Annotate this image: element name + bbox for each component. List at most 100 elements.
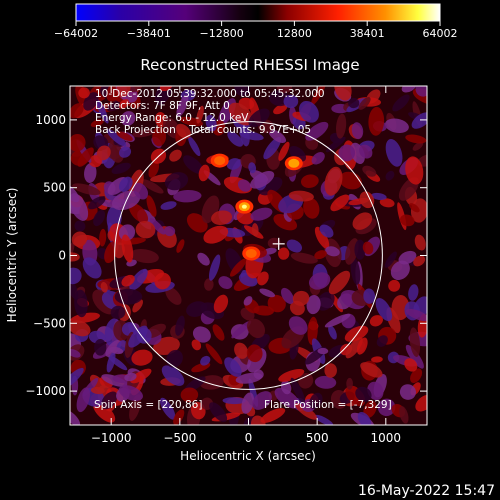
heatmap-cell bbox=[248, 162, 257, 174]
heatmap-cell bbox=[192, 326, 211, 343]
heatmap-cell bbox=[368, 106, 385, 136]
heatmap-cell bbox=[76, 387, 91, 413]
annotation-flare-position: Flare Position = [-7,329] bbox=[264, 399, 392, 411]
heatmap-cell bbox=[345, 337, 363, 359]
heatmap-cell bbox=[226, 158, 241, 170]
heatmap-cell bbox=[405, 134, 427, 144]
heatmap-cell bbox=[164, 172, 189, 191]
heatmap-cell bbox=[227, 131, 244, 147]
colorbar bbox=[75, 3, 441, 22]
heatmap-cell bbox=[74, 289, 88, 318]
heatmap-cell bbox=[243, 296, 253, 306]
heatmap-cell bbox=[399, 406, 409, 424]
x-tick-label: −1000 bbox=[91, 431, 132, 445]
heatmap-cell bbox=[409, 327, 421, 357]
heatmap-cell bbox=[379, 198, 395, 208]
heatmap-cell bbox=[350, 257, 361, 285]
heatmap-cell bbox=[116, 86, 131, 98]
heatmap-cell bbox=[307, 316, 318, 346]
heatmap-cell bbox=[70, 252, 80, 262]
heatmap-cell bbox=[148, 161, 160, 178]
heatmap-cell bbox=[385, 170, 395, 181]
heatmap-cell bbox=[176, 239, 185, 253]
heatmap-cell bbox=[330, 194, 350, 212]
heatmap-cell bbox=[405, 156, 424, 185]
heatmap-cell bbox=[204, 278, 214, 291]
heatmap-cell bbox=[346, 377, 353, 390]
heatmap-cell bbox=[173, 409, 185, 425]
heatmap-cell bbox=[100, 281, 108, 293]
heatmap-cell bbox=[96, 99, 109, 124]
heatmap-cell bbox=[405, 308, 427, 322]
heatmap-cell bbox=[288, 316, 308, 335]
chart-title: Reconstructed RHESSI Image bbox=[140, 56, 359, 74]
axes: −1000 −500 0 500 1000 −1000 −500 0 500 1000 bbox=[25, 86, 427, 445]
heatmap-cell bbox=[352, 212, 373, 230]
heatmap-cell bbox=[324, 363, 337, 378]
heatmap-cell bbox=[334, 86, 352, 101]
heatmap-cell bbox=[314, 250, 327, 260]
heatmap-cell bbox=[82, 257, 102, 279]
heatmap-cell bbox=[316, 291, 335, 311]
heatmap-cell bbox=[70, 278, 79, 300]
x-tick-label: 0 bbox=[245, 431, 253, 445]
heatmap-cell bbox=[173, 189, 202, 203]
heatmap-cell bbox=[324, 166, 343, 196]
heatmap-cell bbox=[391, 295, 410, 321]
heatmap-cell bbox=[183, 155, 204, 174]
heatmap-cell bbox=[317, 347, 329, 355]
heatmap-cell bbox=[278, 141, 290, 161]
heatmap-cell bbox=[301, 174, 319, 188]
peak-source-core bbox=[214, 156, 226, 166]
heatmap-cell bbox=[121, 274, 135, 287]
heatmap-cell bbox=[415, 86, 427, 97]
heatmap-cell bbox=[165, 287, 182, 305]
heatmap-cell bbox=[188, 136, 201, 157]
heatmap-cell bbox=[130, 248, 159, 264]
heatmap-cell bbox=[411, 112, 427, 129]
heatmap-cell bbox=[267, 237, 281, 249]
heatmap-cell bbox=[121, 321, 137, 336]
heatmap-cell bbox=[133, 182, 149, 200]
heatmap-cell bbox=[257, 271, 269, 286]
heatmap-cell bbox=[116, 131, 133, 141]
heatmap-cell bbox=[110, 305, 126, 320]
heatmap-cell bbox=[281, 287, 294, 304]
annotation-energy-range: Energy Range: 6.0 - 12.0 keV bbox=[95, 112, 249, 124]
heatmap-cell bbox=[99, 228, 107, 247]
heatmap-cell bbox=[90, 386, 105, 395]
heatmap-cell bbox=[128, 203, 149, 224]
heatmap-cell bbox=[319, 224, 334, 238]
heatmap-cell bbox=[70, 267, 82, 285]
heatmap-cell bbox=[205, 114, 217, 132]
colorbar-tick-label: −12800 bbox=[199, 27, 243, 40]
heatmap-cell bbox=[118, 385, 143, 401]
heatmap-cell bbox=[311, 152, 325, 165]
heatmap-cell bbox=[213, 294, 229, 314]
heatmap-cell bbox=[338, 144, 356, 162]
y-tick-label: 0 bbox=[58, 249, 66, 263]
heatmap-cell bbox=[121, 234, 134, 263]
heatmap-cell bbox=[237, 179, 251, 192]
heatmap-cell bbox=[166, 349, 183, 368]
heatmap-cell bbox=[109, 346, 124, 355]
heatmap-cell bbox=[267, 294, 286, 313]
heatmap-cell bbox=[200, 355, 211, 366]
footer-timestamp: 16-May-2022 15:47 bbox=[358, 483, 495, 499]
heatmap-cell bbox=[400, 214, 415, 227]
heatmap-cell bbox=[132, 299, 143, 313]
heatmap-cell bbox=[93, 401, 116, 423]
heatmap-cell bbox=[218, 276, 233, 290]
heatmap-cell bbox=[325, 246, 340, 257]
heatmap-cell bbox=[405, 344, 424, 369]
heatmap-cell bbox=[358, 97, 371, 110]
heatmap-cell bbox=[268, 129, 287, 143]
heatmap-cell bbox=[360, 362, 383, 378]
peak-source-core bbox=[245, 248, 257, 258]
heatmap-cell bbox=[159, 86, 173, 92]
heatmap-cell bbox=[120, 111, 136, 126]
heatmap-cell bbox=[196, 105, 204, 124]
heatmap-cell bbox=[205, 343, 223, 365]
heatmap-cell bbox=[363, 288, 376, 304]
heatmap-cell bbox=[131, 349, 153, 366]
